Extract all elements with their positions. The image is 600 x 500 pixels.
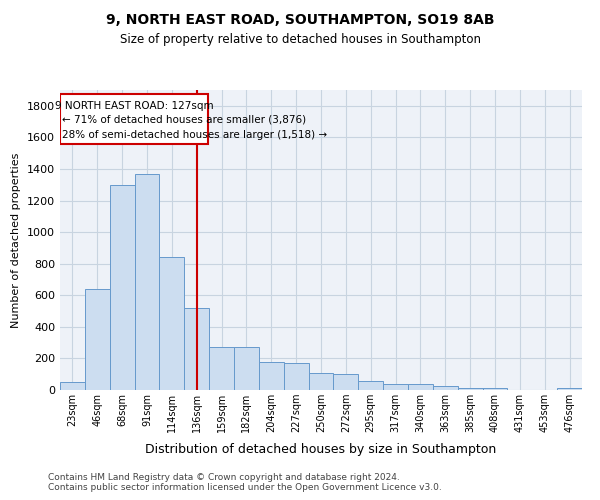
Bar xyxy=(383,384,408,390)
Bar xyxy=(234,348,259,390)
Bar xyxy=(110,184,134,390)
Bar xyxy=(160,256,184,390)
Bar xyxy=(482,388,508,390)
Bar xyxy=(209,346,234,390)
Bar xyxy=(408,384,433,390)
Bar xyxy=(308,374,334,390)
X-axis label: Distribution of detached houses by size in Southampton: Distribution of detached houses by size … xyxy=(145,444,497,456)
Bar xyxy=(134,174,160,390)
Text: ← 71% of detached houses are smaller (3,876): ← 71% of detached houses are smaller (3,… xyxy=(62,114,307,124)
Bar xyxy=(458,388,482,390)
Text: Contains public sector information licensed under the Open Government Licence v3: Contains public sector information licen… xyxy=(48,484,442,492)
Text: Contains HM Land Registry data © Crown copyright and database right 2024.: Contains HM Land Registry data © Crown c… xyxy=(48,474,400,482)
Bar xyxy=(284,363,308,390)
Bar xyxy=(85,289,110,390)
Bar xyxy=(557,388,582,390)
Text: 9 NORTH EAST ROAD: 127sqm: 9 NORTH EAST ROAD: 127sqm xyxy=(55,101,213,111)
Bar xyxy=(259,362,284,390)
Text: Size of property relative to detached houses in Southampton: Size of property relative to detached ho… xyxy=(119,32,481,46)
FancyBboxPatch shape xyxy=(60,94,208,144)
Bar xyxy=(358,380,383,390)
Bar xyxy=(60,382,85,390)
Bar xyxy=(184,308,209,390)
Text: 28% of semi-detached houses are larger (1,518) →: 28% of semi-detached houses are larger (… xyxy=(62,130,328,140)
Text: 9, NORTH EAST ROAD, SOUTHAMPTON, SO19 8AB: 9, NORTH EAST ROAD, SOUTHAMPTON, SO19 8A… xyxy=(106,12,494,26)
Bar xyxy=(334,374,358,390)
Bar xyxy=(433,386,458,390)
Y-axis label: Number of detached properties: Number of detached properties xyxy=(11,152,22,328)
